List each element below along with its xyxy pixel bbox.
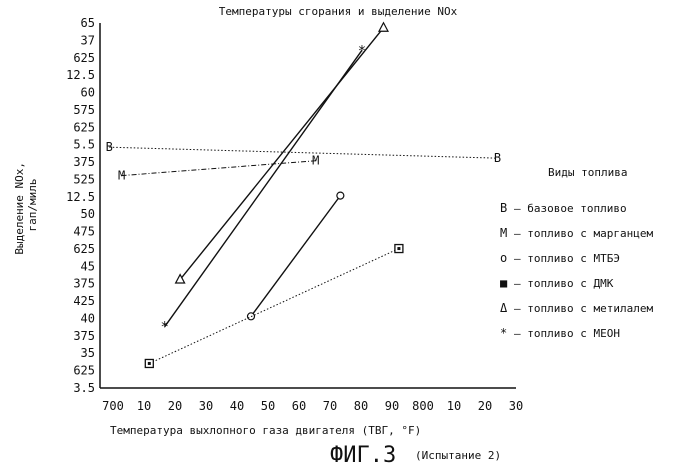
marker-star: * (160, 320, 168, 336)
y-tick-label: 375 (73, 277, 95, 291)
legend-item: Δ – топливо с метилалем (500, 301, 653, 315)
y-tick-label: 625 (73, 364, 95, 378)
legend-text: – топливо с метилалем (514, 302, 653, 315)
x-tick-label: 40 (230, 399, 244, 413)
series-line (165, 50, 362, 326)
marker-circle (337, 192, 344, 199)
y-axis-label: Выделение NOx, гап/миль (13, 155, 39, 254)
x-axis-label: Температура выхлопного газа двигателя (Т… (110, 424, 421, 437)
y-axis-label-line2: гап/миль (26, 179, 39, 232)
legend-item: * – топливо с МЕОН (500, 326, 620, 340)
y-tick-label: 50 (81, 207, 95, 221)
y-tick-label: 40 (81, 311, 95, 325)
series-line (109, 147, 497, 158)
x-tick-label: 20 (478, 399, 492, 413)
x-tick-label: 10 (137, 399, 151, 413)
y-tick-label: 625 (73, 242, 95, 256)
x-tick-label: 30 (509, 399, 523, 413)
y-tick-label: 3.5 (73, 381, 95, 395)
y-tick-label: 12.5 (66, 68, 95, 82)
y-tick-label: 60 (81, 86, 95, 100)
y-tick-label: 45 (81, 259, 95, 273)
legend-symbol: o (500, 251, 507, 265)
y-tick-label: 375 (73, 155, 95, 169)
chart-title: Температуры сгорания и выделение NOx (219, 5, 458, 18)
x-tick-label: 30 (199, 399, 213, 413)
legend-symbol: ■ (500, 276, 508, 290)
x-tick-label: 700 (102, 399, 124, 413)
x-tick-labels: 700 10 20 30 40 50 60 70 80 90 800 10 20 30 (102, 399, 523, 413)
y-tick-label: 525 (73, 172, 95, 186)
y-tick-label: 65 (81, 16, 95, 30)
x-tick-label: 50 (261, 399, 275, 413)
series-M: MM (118, 154, 319, 183)
x-tick-label: 60 (292, 399, 306, 413)
legend-text: – топливо с ДМК (514, 277, 614, 290)
x-tick-label: 800 (412, 399, 434, 413)
y-tick-label: 475 (73, 225, 95, 239)
series-line (149, 249, 399, 364)
y-tick-label: 5.5 (73, 138, 95, 152)
legend-symbol: Δ (500, 301, 508, 315)
y-tick-label: 375 (73, 329, 95, 343)
marker-letter-b: B (494, 151, 501, 165)
y-tick-label: 37 (81, 33, 95, 47)
y-tick-label: 425 (73, 294, 95, 308)
legend-symbol: М (500, 226, 507, 240)
x-tick-label: 10 (447, 399, 461, 413)
series-circle (247, 192, 343, 320)
figure-note: (Испытание 2) (415, 449, 501, 462)
legend-text: – топливо с МЕОН (514, 327, 620, 340)
x-tick-label: 80 (354, 399, 368, 413)
marker-square-core (148, 362, 151, 365)
series-group: BBMM** (106, 23, 502, 368)
marker-letter-b: B (106, 140, 113, 154)
legend-symbol: В (500, 201, 507, 215)
marker-star: * (358, 43, 366, 59)
marker-square-core (397, 247, 400, 250)
series-star: ** (160, 43, 366, 335)
x-tick-label: 70 (323, 399, 337, 413)
y-tick-label: 12.5 (66, 190, 95, 204)
legend-item: М – топливо с марганцем (500, 226, 653, 240)
x-tick-label: 20 (168, 399, 182, 413)
legend-text: – базовое топливо (514, 202, 627, 215)
legend-text: – топливо с МТБЭ (514, 252, 620, 265)
legend-item: В – базовое топливо (500, 201, 627, 215)
y-tick-labels: 65 37 625 12.5 60 575 625 5.5 375 525 12.5 50 475 625… (66, 16, 95, 395)
legend-text: – топливо с марганцем (514, 227, 653, 240)
series-line (180, 28, 383, 280)
y-tick-label: 625 (73, 51, 95, 65)
y-axis-label-line1: Выделение NOx, (13, 162, 26, 255)
legend-item: o – топливо с МТБЭ (500, 251, 620, 265)
series-square (145, 245, 403, 368)
marker-letter-m: M (118, 169, 125, 183)
y-tick-label: 35 (81, 346, 95, 360)
legend-symbol: * (500, 326, 507, 340)
series-line (251, 196, 340, 317)
marker-letter-m: M (312, 154, 319, 168)
series-triangle (176, 23, 388, 283)
legend-item: ■ – топливо с ДМК (500, 276, 614, 290)
series-line (122, 161, 316, 176)
y-tick-label: 575 (73, 103, 95, 117)
y-tick-label: 625 (73, 120, 95, 134)
legend: В – базовое топливо М – топливо с марганцем… (500, 201, 653, 340)
marker-triangle (379, 23, 388, 32)
x-tick-label: 90 (385, 399, 399, 413)
legend-title: Виды топлива (548, 166, 627, 179)
figure-label: ФИГ.3 (330, 443, 396, 467)
